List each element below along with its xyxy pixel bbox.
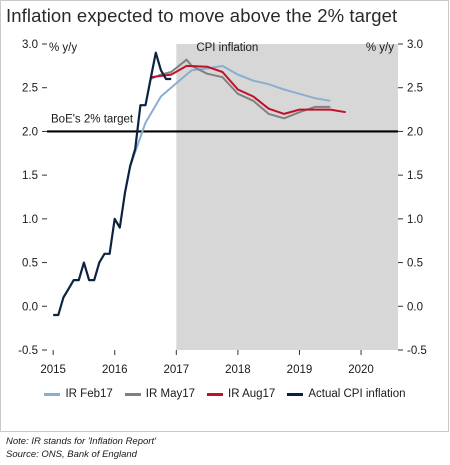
y-tick-label: 0.0 (407, 301, 423, 313)
shaded-forecast-region (176, 44, 398, 350)
y-tick-label: 3.0 (407, 39, 423, 51)
x-tick-label: 2015 (40, 364, 66, 376)
y-tick-label: 0.5 (407, 258, 423, 270)
series-line-ir-may17 (150, 58, 331, 120)
chart-title: Inflation expected to move above the 2% … (6, 5, 398, 26)
x-tick-label: 2018 (225, 364, 251, 376)
y-axis-right: 3.0 2.5 2.0 1.5 1.0 0.5 0.0 -0.5 (398, 39, 427, 357)
notes: Note: IR stands for 'Inflation Report' S… (6, 436, 156, 461)
legend-swatch (287, 392, 304, 396)
x-tick-label: 2019 (287, 364, 313, 376)
y-tick-label: 2.0 (22, 126, 38, 138)
y-tick-label: 3.0 (22, 39, 38, 51)
y-tick-label: 1.0 (22, 214, 38, 226)
y-tick-label: 1.5 (22, 170, 38, 182)
y-axis-left: 3.0 2.5 2.0 1.5 1.0 0.5 0.0 -0.5 (18, 39, 47, 357)
legend-label: IR May17 (145, 388, 196, 400)
y-tick-label: 2.0 (407, 126, 423, 138)
target-line-label: BoE's 2% target (51, 113, 134, 125)
y-tick-label: 0.0 (22, 301, 38, 313)
legend-label: Actual CPI inflation (308, 388, 406, 400)
note-text: Note: IR stands for 'Inflation Report' (6, 436, 156, 447)
y-unit-left: % y/y (49, 42, 77, 54)
y-tick-label: 1.0 (407, 214, 423, 226)
legend-item: IR Aug17 (207, 388, 275, 400)
y-tick-label: 2.5 (22, 83, 38, 95)
legend: IR Feb17 IR May17 IR Aug17 Actual CPI in… (0, 388, 450, 400)
legend-swatch (207, 392, 224, 396)
legend-label: IR Feb17 (65, 388, 113, 400)
legend-swatch (124, 392, 141, 396)
chart-frame (0, 0, 449, 432)
x-tick-label: 2017 (164, 364, 190, 376)
legend-label: IR Aug17 (228, 388, 276, 400)
shaded-region-label: CPI inflation (196, 42, 258, 54)
x-tick-label: 2020 (348, 364, 374, 376)
source-text: Source: ONS, Bank of England (6, 448, 137, 460)
x-axis: 2015 2016 2017 2018 2019 2020 (40, 350, 374, 376)
series-line-ir-feb17 (129, 64, 331, 167)
legend-item: IR Feb17 (44, 388, 113, 400)
legend-item: IR May17 (124, 388, 196, 400)
series-lines (53, 51, 346, 317)
series-line-ir-aug17 (150, 64, 346, 115)
y-tick-label: 2.5 (407, 83, 423, 95)
y-tick-label: 0.5 (22, 258, 38, 270)
x-tick-label: 2016 (102, 364, 128, 376)
series-line-actual-cpi-inflation (53, 51, 172, 317)
y-tick-label: -0.5 (407, 345, 427, 357)
y-tick-label: 1.5 (407, 170, 423, 182)
legend-swatch (44, 392, 61, 396)
y-tick-label: -0.5 (18, 345, 38, 357)
legend-item: Actual CPI inflation (287, 388, 406, 400)
y-unit-right: % y/y (366, 42, 394, 54)
